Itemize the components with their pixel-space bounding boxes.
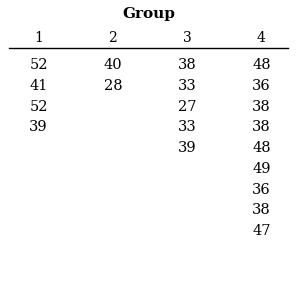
Text: 52: 52 — [29, 100, 48, 114]
Text: 52: 52 — [29, 58, 48, 72]
Text: 38: 38 — [178, 58, 197, 72]
Text: 3: 3 — [183, 31, 192, 45]
Text: 47: 47 — [252, 224, 271, 238]
Text: 48: 48 — [252, 141, 271, 155]
Text: 28: 28 — [104, 79, 122, 93]
Text: 49: 49 — [252, 162, 271, 176]
Text: 4: 4 — [257, 31, 266, 45]
Text: 48: 48 — [252, 58, 271, 72]
Text: 33: 33 — [178, 120, 197, 134]
Text: 36: 36 — [252, 79, 271, 93]
Text: 1: 1 — [34, 31, 43, 45]
Text: 33: 33 — [178, 79, 197, 93]
Text: 39: 39 — [178, 141, 196, 155]
Text: 41: 41 — [29, 79, 48, 93]
Text: 38: 38 — [252, 100, 271, 114]
Text: 36: 36 — [252, 183, 271, 197]
Text: Group: Group — [122, 7, 175, 21]
Text: 38: 38 — [252, 120, 271, 134]
Text: 39: 39 — [29, 120, 48, 134]
Text: 40: 40 — [104, 58, 122, 72]
Text: 38: 38 — [252, 203, 271, 217]
Text: 2: 2 — [108, 31, 117, 45]
Text: 27: 27 — [178, 100, 196, 114]
